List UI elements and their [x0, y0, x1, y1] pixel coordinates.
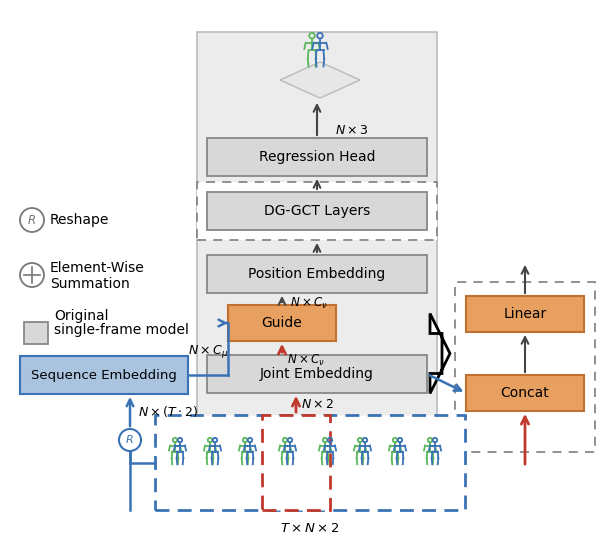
- Text: $N\times C_\nu$: $N\times C_\nu$: [290, 295, 328, 311]
- Text: $N\times C_\nu$: $N\times C_\nu$: [287, 353, 325, 368]
- Text: Sequence Embedding: Sequence Embedding: [31, 368, 177, 381]
- Polygon shape: [430, 313, 450, 393]
- Text: Element-Wise: Element-Wise: [50, 261, 145, 275]
- Text: Original: Original: [54, 309, 108, 323]
- Text: single-frame model: single-frame model: [54, 323, 189, 337]
- Bar: [228, 305, 336, 341]
- Circle shape: [20, 263, 44, 287]
- Text: Linear: Linear: [504, 307, 547, 321]
- Bar: [207, 192, 427, 230]
- Polygon shape: [280, 62, 360, 98]
- Bar: [466, 375, 584, 411]
- Text: Concat: Concat: [501, 386, 550, 400]
- Bar: [24, 322, 48, 344]
- Text: $N\times3$: $N\times3$: [335, 123, 368, 137]
- Text: Position Embedding: Position Embedding: [248, 267, 385, 281]
- Bar: [207, 255, 427, 293]
- Text: $N\times2$: $N\times2$: [301, 399, 335, 411]
- Bar: [207, 138, 427, 176]
- Text: Joint Embedding: Joint Embedding: [260, 367, 374, 381]
- Text: $T\times N\times2$: $T\times N\times2$: [280, 522, 340, 535]
- Text: Summation: Summation: [50, 277, 130, 291]
- Bar: [455, 282, 595, 452]
- Text: $N\times(T\cdot 2)$: $N\times(T\cdot 2)$: [138, 404, 198, 419]
- Bar: [207, 355, 427, 393]
- Text: R: R: [28, 213, 36, 226]
- Bar: [155, 415, 465, 510]
- Text: R: R: [126, 435, 134, 445]
- Bar: [197, 182, 437, 240]
- Bar: [20, 356, 188, 394]
- Bar: [262, 415, 330, 510]
- Circle shape: [20, 208, 44, 232]
- Text: $N\times C_\mu$: $N\times C_\mu$: [188, 343, 228, 360]
- Text: Guide: Guide: [262, 316, 302, 330]
- Text: Reshape: Reshape: [50, 213, 109, 227]
- Text: Regression Head: Regression Head: [259, 150, 375, 164]
- Text: DG-GCT Layers: DG-GCT Layers: [264, 204, 370, 218]
- Bar: [197, 32, 437, 452]
- Bar: [466, 296, 584, 332]
- Circle shape: [119, 429, 141, 451]
